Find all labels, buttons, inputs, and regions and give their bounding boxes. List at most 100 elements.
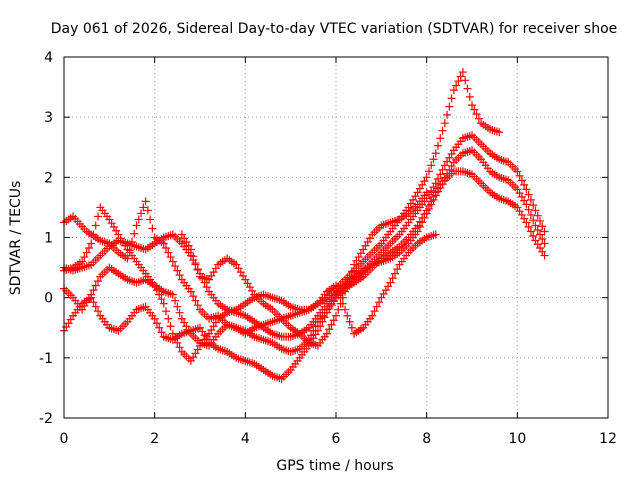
y-tick-label: 0 [44, 291, 53, 307]
data-point [343, 311, 352, 320]
data-point [529, 231, 538, 240]
data-point [526, 210, 535, 219]
data-point [159, 299, 168, 308]
data-point [338, 293, 347, 302]
data-point [443, 110, 452, 119]
data-point [327, 320, 336, 329]
data-point [424, 167, 433, 176]
x-tick-label: 8 [422, 431, 431, 447]
data-point [524, 222, 533, 231]
data-point [452, 81, 461, 90]
data-point [436, 134, 445, 143]
data-point [193, 265, 202, 274]
data-point [474, 114, 483, 123]
y-tick-label: 3 [44, 110, 53, 126]
data-point [424, 204, 433, 213]
x-tick-label: 12 [599, 431, 617, 447]
data-point [431, 230, 440, 239]
data-point [155, 323, 164, 332]
data-point [531, 221, 540, 230]
y-tick-label: 4 [44, 50, 53, 66]
series-track-5 [60, 203, 440, 365]
data-point [186, 287, 195, 296]
data-point [438, 165, 447, 174]
data-point [431, 149, 440, 158]
data-point [372, 302, 381, 311]
data-point [87, 293, 96, 302]
data-point [538, 222, 547, 231]
data-point [458, 68, 467, 77]
data-point [193, 301, 202, 310]
data-point [454, 77, 463, 86]
data-point [515, 171, 524, 180]
data-point [522, 200, 531, 209]
data-point [137, 209, 146, 218]
data-point [422, 188, 431, 197]
data-point [82, 248, 91, 257]
data-point [168, 329, 177, 338]
series-track-4 [60, 167, 549, 383]
data-point [157, 328, 166, 337]
data-point [347, 267, 356, 276]
data-point [495, 128, 504, 137]
data-point [427, 161, 436, 170]
data-point [427, 200, 436, 209]
data-point [413, 227, 422, 236]
data-point [526, 195, 535, 204]
data-point [393, 265, 402, 274]
data-point [418, 218, 427, 227]
data-point [390, 269, 399, 278]
data-point [370, 307, 379, 316]
data-point [164, 248, 173, 257]
data-point [130, 229, 139, 238]
data-point [171, 334, 180, 343]
data-point [316, 322, 325, 331]
data-point [166, 322, 175, 331]
data-point [540, 239, 549, 248]
data-point [341, 305, 350, 314]
data-point [434, 174, 442, 183]
x-tick-label: 2 [150, 431, 159, 447]
data-point [343, 280, 352, 289]
data-point [318, 317, 327, 326]
data-point [461, 76, 470, 85]
y-tick-label: -2 [39, 411, 53, 427]
data-point [132, 221, 141, 230]
data-point [540, 251, 549, 260]
data-point [313, 326, 322, 335]
data-point [386, 278, 395, 287]
data-point [472, 110, 481, 119]
data-point [168, 257, 177, 266]
data-point [513, 167, 522, 176]
data-point [431, 179, 440, 188]
data-point [173, 266, 182, 275]
data-point [329, 316, 338, 325]
data-point [189, 252, 198, 261]
series-track-6 [177, 188, 431, 350]
data-point [531, 206, 540, 215]
data-point [536, 216, 544, 225]
data-point [445, 102, 454, 111]
data-point [143, 206, 152, 215]
data-point [89, 298, 98, 307]
data-point [152, 286, 161, 295]
data-point [162, 307, 170, 316]
data-point [345, 317, 354, 326]
data-point [157, 295, 166, 304]
data-point [529, 201, 538, 210]
data-point [123, 254, 132, 263]
data-point [375, 298, 384, 307]
data-point [150, 314, 159, 323]
data-point [522, 185, 531, 194]
data-point [186, 245, 195, 254]
data-point [168, 290, 177, 299]
data-point [84, 244, 93, 253]
data-point [141, 197, 150, 206]
data-point [456, 72, 465, 81]
data-point [429, 155, 438, 164]
data-point [173, 302, 182, 311]
data-point [166, 253, 175, 262]
data-point [332, 311, 340, 320]
y-tick-label: 1 [44, 231, 53, 247]
